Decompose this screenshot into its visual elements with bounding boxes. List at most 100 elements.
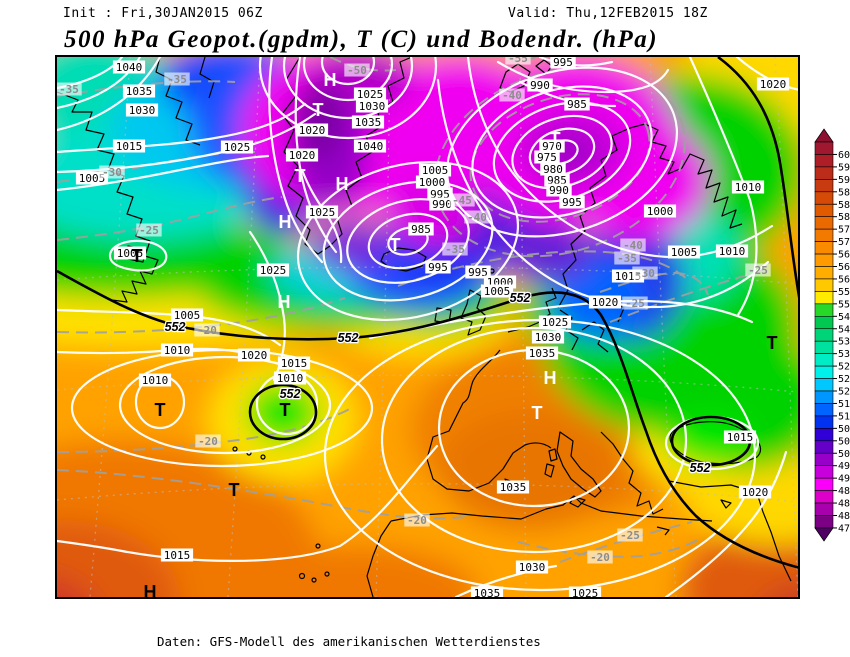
svg-text:-20: -20 [198, 435, 218, 448]
pressure-label: 1025 [568, 586, 602, 597]
colorbar-tick-label: 484 [838, 499, 850, 510]
colorbar-box [814, 415, 834, 429]
pressure-label: 1015 [723, 430, 757, 444]
colorbar-tick-label: 512 [838, 411, 850, 422]
temperature-label: -25 [136, 223, 162, 237]
pressure-label: 995 [550, 57, 576, 69]
valid-time-label: Valid: Thu,12FEB2015 18Z [508, 6, 708, 21]
colorbar-box [814, 253, 834, 267]
colorbar-tick-label: 568 [838, 250, 850, 261]
colorbar-tick-label: 580 [838, 212, 850, 223]
svg-text:-35: -35 [59, 83, 79, 96]
attribution-footer: Daten: GFS-Modell des amerikanischen Wet… [157, 604, 541, 657]
colorbar-tick-label: 548 [838, 312, 850, 323]
footer-data-source: Daten: GFS-Modell des amerikanischen Wet… [157, 634, 541, 649]
svg-text:1025: 1025 [309, 206, 336, 219]
temperature-label: -55 [505, 57, 531, 65]
temperature-label: -35 [614, 251, 640, 265]
svg-text:1020: 1020 [760, 78, 787, 91]
svg-text:-25: -25 [625, 297, 645, 310]
pressure-label: 1020 [237, 348, 271, 362]
svg-text:1025: 1025 [542, 316, 569, 329]
pressure-label: 1010 [160, 343, 194, 357]
pressure-label: 1015 [277, 356, 311, 370]
colorbar-canvas: 600596 592588 584580 576572 568564560 556552 5… [814, 128, 850, 542]
colorbar-tick-label: 492 [838, 474, 850, 485]
svg-text:1030: 1030 [129, 104, 156, 117]
pressure-label: 1035 [470, 586, 504, 597]
colorbar-box [814, 428, 834, 442]
svg-text:1005: 1005 [422, 164, 449, 177]
pressure-center-marker: T [155, 400, 166, 420]
svg-text:-25: -25 [620, 529, 640, 542]
svg-text:-40: -40 [467, 211, 487, 224]
svg-text:1030: 1030 [535, 331, 562, 344]
colorbar-box [814, 216, 834, 230]
temperature-label: -50 [344, 63, 370, 77]
colorbar-tick-label: 592 [838, 175, 850, 186]
colorbar-arrow-up [814, 128, 834, 143]
svg-text:1015: 1015 [281, 357, 308, 370]
svg-text:-20: -20 [590, 551, 610, 564]
pressure-label: 1035 [525, 346, 559, 360]
colorbar-tick-label: 516 [838, 399, 850, 410]
pressure-center-marker: H [144, 582, 157, 597]
pressure-center-marker: T [280, 400, 291, 420]
pressure-label: 1005 [667, 245, 701, 259]
pressure-label: 1005 [418, 163, 452, 177]
temperature-label: -25 [622, 296, 648, 310]
pressure-label: 1035 [122, 84, 156, 98]
svg-text:-25: -25 [139, 224, 159, 237]
temperature-label: -40 [499, 88, 525, 102]
pressure-center-marker: H [278, 292, 291, 312]
pressure-center-marker: T [550, 129, 561, 149]
colorbar-tick-label: 584 [838, 200, 850, 211]
svg-text:1025: 1025 [357, 88, 384, 101]
colorbar-tick-label: 524 [838, 374, 850, 385]
weather-map: 1040 1035 1030 1015 1025 1005 1005 1025 1030 1035… [55, 55, 800, 599]
svg-text:1020: 1020 [299, 124, 326, 137]
temperature-label: -20 [404, 513, 430, 527]
pressure-label: 1030 [515, 560, 549, 574]
colorbar-box [814, 303, 834, 317]
pressure-label: 1020 [295, 123, 329, 137]
colorbar-tick-label: 488 [838, 486, 850, 497]
colorbar-tick-label: 552 [838, 299, 850, 310]
temperature-label: -30 [632, 266, 658, 280]
svg-text:1025: 1025 [224, 141, 251, 154]
svg-text:-35: -35 [445, 243, 465, 256]
pressure-label: 1005 [170, 308, 204, 322]
pressure-label: 1020 [588, 295, 622, 309]
colorbar-box [814, 340, 834, 354]
svg-text:1015: 1015 [164, 549, 191, 562]
svg-text:-30: -30 [102, 166, 122, 179]
pressure-label: 980 [540, 162, 566, 176]
colorbar-box [814, 328, 834, 342]
pressure-label: 1015 [112, 139, 146, 153]
svg-text:1000: 1000 [647, 205, 674, 218]
init-time-label: Init : Fri,30JAN2015 06Z [63, 6, 263, 21]
pressure-label: 1025 [256, 263, 290, 277]
temperature-label: -40 [620, 238, 646, 252]
pressure-label: 990 [429, 197, 455, 211]
temperature-label: -45 [449, 193, 475, 207]
pressure-center-marker: T [390, 235, 401, 255]
svg-text:1040: 1040 [357, 140, 384, 153]
svg-text:1035: 1035 [126, 85, 153, 98]
svg-text:970: 970 [542, 140, 562, 153]
svg-text:975: 975 [537, 151, 557, 164]
pressure-label: 1015 [160, 548, 194, 562]
colorbar-box [814, 166, 834, 180]
temperature-label: -25 [617, 528, 643, 542]
svg-text:-40: -40 [623, 239, 643, 252]
colorbar-tick-label: 536 [838, 337, 850, 348]
pressure-label: 1005 [480, 284, 514, 298]
pressure-center-marker: T [229, 480, 240, 500]
svg-text:1010: 1010 [735, 181, 762, 194]
svg-text:1020: 1020 [241, 349, 268, 362]
colorbar-tick-label: 556 [838, 287, 850, 298]
pressure-label: 995 [559, 195, 585, 209]
pressure-center-marker: H [544, 368, 557, 388]
svg-text:-20: -20 [197, 324, 217, 337]
pressure-label: 1035 [496, 480, 530, 494]
